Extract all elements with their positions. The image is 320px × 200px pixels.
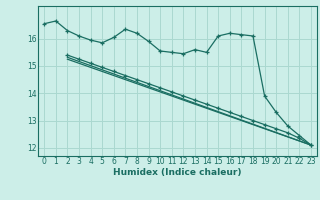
X-axis label: Humidex (Indice chaleur): Humidex (Indice chaleur) <box>113 168 242 177</box>
